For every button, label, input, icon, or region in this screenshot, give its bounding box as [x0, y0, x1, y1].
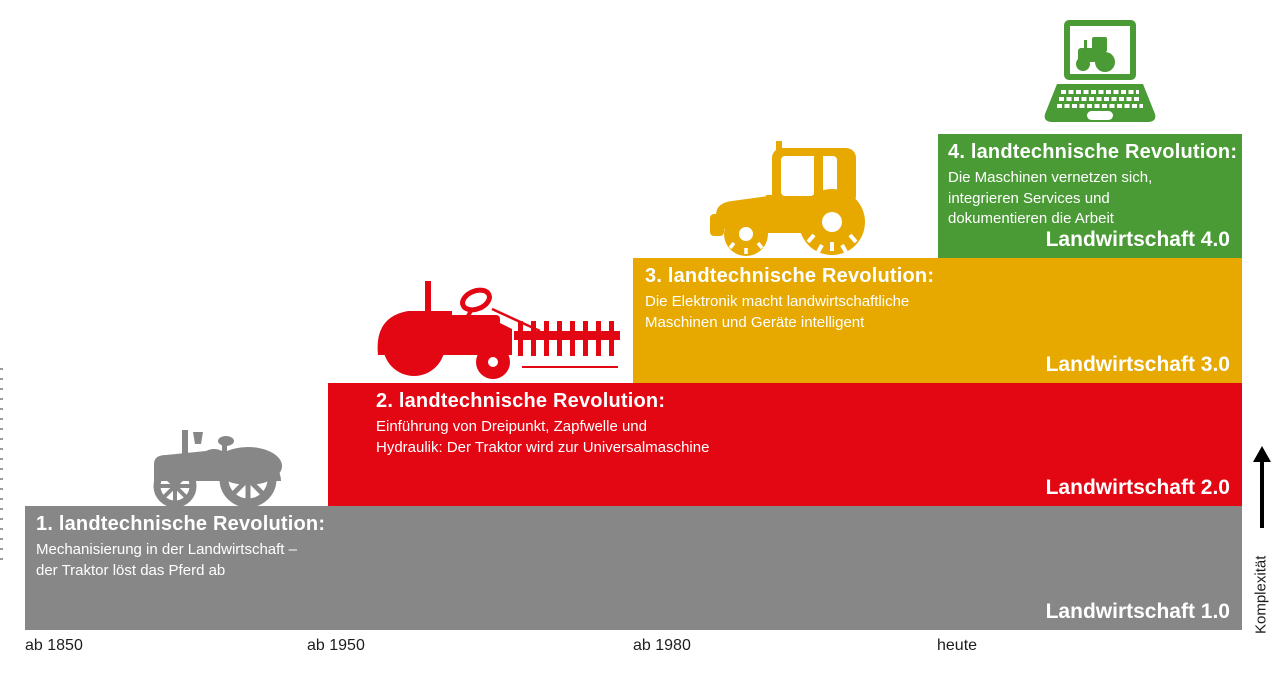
laptop-with-tractor-icon	[1044, 20, 1156, 122]
stage-1-level-label: Landwirtschaft 1.0	[1045, 600, 1230, 623]
timeline-label-ab-1950: ab 1950	[307, 637, 365, 654]
stage-4-description: Die Maschinen vernetzen sich, integriere…	[948, 169, 1153, 228]
complexity-axis-label: Komplexität	[1252, 555, 1270, 634]
stage-3-level-label: Landwirtschaft 3.0	[1045, 353, 1230, 376]
timeline-label-ab-1980: ab 1980	[633, 637, 691, 654]
tractor-with-harrow-icon	[377, 281, 620, 379]
stage-2-level-label: Landwirtschaft 2.0	[1045, 476, 1230, 499]
cropped-vertical-text	[0, 368, 3, 564]
stage-1-text: 1. landtechnische Revolution: Mechanisie…	[36, 513, 325, 581]
stage-2-heading: 2. landtechnische Revolution:	[376, 390, 666, 412]
stage-4-heading: 4. landtechnische Revolution:	[948, 141, 1238, 163]
vintage-tractor-icon	[153, 430, 282, 508]
stage-4-level-label: Landwirtschaft 4.0	[1045, 228, 1230, 251]
stage-2-text: 2. landtechnische Revolution: Einführung…	[376, 390, 709, 458]
timeline-label-heute: heute	[937, 637, 978, 654]
complexity-arrow-icon	[1253, 446, 1271, 462]
stage-block-3: 3. landtechnische Revolution: Die Elektr…	[633, 258, 1242, 383]
timeline-label-ab-1850: ab 1850	[25, 637, 83, 654]
stage-block-4: 4. landtechnische Revolution: Die Maschi…	[938, 134, 1242, 258]
stage-2-description: Einführung von Dreipunkt, Zapfwelle und …	[376, 418, 710, 456]
stage-3-description: Die Elektronik macht landwirtschaftliche…	[645, 293, 910, 331]
stage-block-2: 2. landtechnische Revolution: Einführung…	[328, 383, 1242, 506]
stage-3-heading: 3. landtechnische Revolution:	[645, 265, 935, 287]
stage-1-description: Mechanisierung in der Landwirtschaft – d…	[36, 541, 297, 579]
modern-tractor-icon	[710, 141, 865, 256]
complexity-arrow-line	[1260, 460, 1264, 528]
stage-3-text: 3. landtechnische Revolution: Die Elektr…	[645, 265, 934, 333]
stage-4-text: 4. landtechnische Revolution: Die Maschi…	[948, 141, 1237, 230]
stage-1-heading: 1. landtechnische Revolution:	[36, 513, 326, 535]
stage-block-1: 1. landtechnische Revolution: Mechanisie…	[25, 506, 1242, 630]
